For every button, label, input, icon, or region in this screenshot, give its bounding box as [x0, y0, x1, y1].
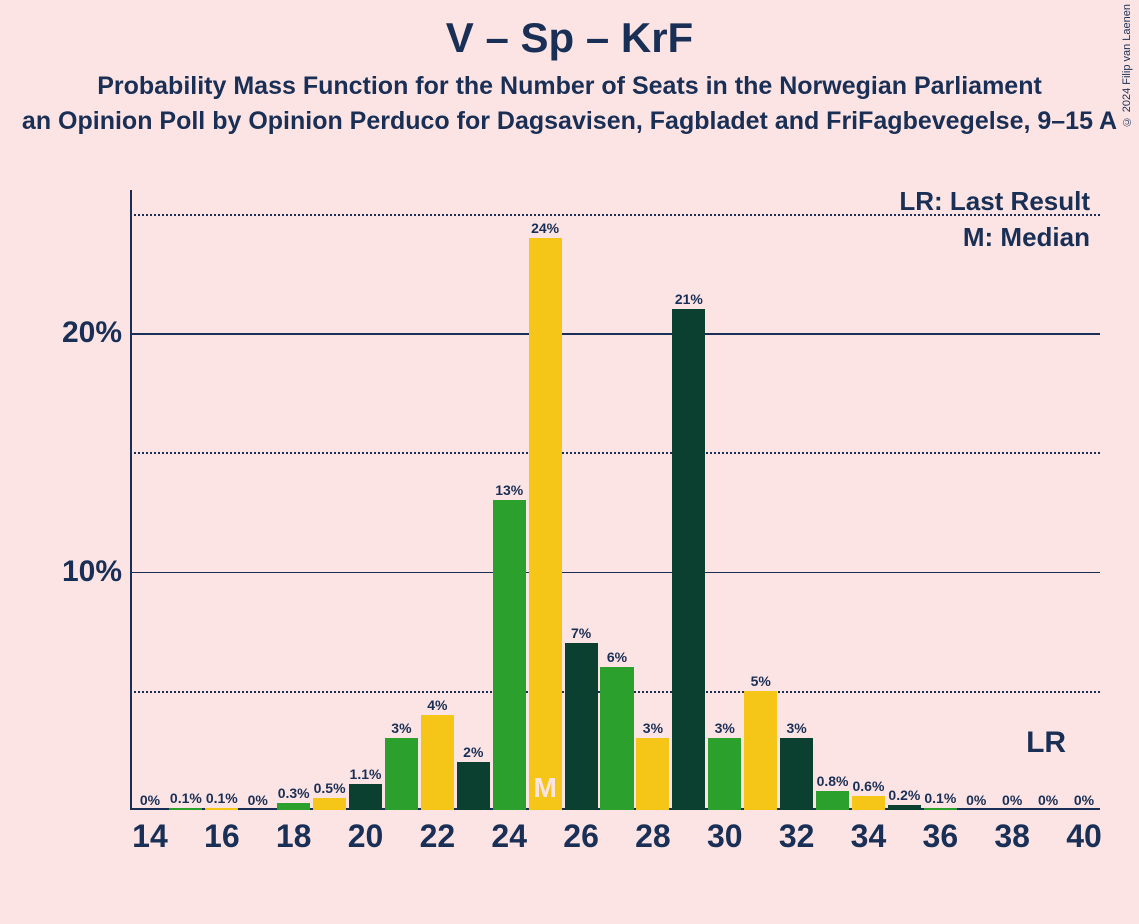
x-tick-label: 38 — [994, 810, 1030, 855]
bar-value-label: 0.3% — [278, 785, 310, 803]
bar-value-label: 0% — [248, 792, 268, 810]
bar: 0.5% — [313, 798, 346, 810]
bar-value-label: 0% — [1002, 792, 1022, 810]
grid-minor — [130, 214, 1100, 216]
bar: 0.6% — [852, 796, 885, 810]
chart-subtitle-1: Probability Mass Function for the Number… — [0, 72, 1139, 101]
bar-value-label: 1.1% — [350, 766, 382, 784]
chart-area: LR: Last Result M: Median 10%20%0%0.1%0.… — [60, 180, 1120, 880]
bar-value-label: 0% — [1038, 792, 1058, 810]
bar-value-label: 0.6% — [853, 778, 885, 796]
bar-value-label: 0.1% — [206, 790, 238, 808]
bar: 0.8% — [816, 791, 849, 810]
bar-value-label: 3% — [786, 720, 806, 738]
bar-value-label: 3% — [715, 720, 735, 738]
grid-major — [130, 572, 1100, 574]
x-tick-label: 28 — [635, 810, 671, 855]
bar-value-label: 21% — [675, 291, 703, 309]
bar: 4% — [421, 715, 454, 810]
bar-value-label: 0.8% — [817, 773, 849, 791]
x-tick-label: 32 — [779, 810, 815, 855]
bar: 6% — [600, 667, 633, 810]
y-axis — [130, 190, 132, 810]
legend-lr: LR: Last Result — [899, 186, 1090, 217]
bar: 0.1% — [169, 808, 202, 810]
bar: 3% — [385, 738, 418, 810]
bar-value-label: 0.5% — [314, 780, 346, 798]
bar: 2% — [457, 762, 490, 810]
bar-value-label: 0.2% — [888, 787, 920, 805]
bar-value-label: 5% — [751, 673, 771, 691]
legend-m: M: Median — [963, 222, 1090, 253]
bar: 1.1% — [349, 784, 382, 810]
bar-value-label: 24% — [531, 220, 559, 238]
bar-value-label: 0% — [1074, 792, 1094, 810]
grid-minor — [130, 452, 1100, 454]
bar: 5% — [744, 691, 777, 810]
bar-value-label: 0.1% — [170, 790, 202, 808]
bar-value-label: 3% — [643, 720, 663, 738]
bar-value-label: 0.1% — [924, 790, 956, 808]
bar: 0.3% — [277, 803, 310, 810]
bar-value-label: 4% — [427, 697, 447, 715]
bar-value-label: 13% — [495, 482, 523, 500]
bar-value-label: 0% — [966, 792, 986, 810]
bar: 0.2% — [888, 805, 921, 810]
x-tick-label: 34 — [851, 810, 887, 855]
x-tick-label: 22 — [420, 810, 456, 855]
x-tick-label: 30 — [707, 810, 743, 855]
y-tick-label: 20% — [62, 316, 130, 350]
bar: 3% — [708, 738, 741, 810]
x-tick-label: 18 — [276, 810, 312, 855]
bar: 24%M — [529, 238, 562, 810]
x-tick-label: 24 — [491, 810, 527, 855]
x-tick-label: 20 — [348, 810, 384, 855]
chart-subtitle-2: an Opinion Poll by Opinion Perduco for D… — [0, 107, 1139, 136]
x-tick-label: 14 — [132, 810, 168, 855]
bar-value-label: 6% — [607, 649, 627, 667]
chart-title: V – Sp – KrF — [0, 0, 1139, 62]
bar: 7% — [565, 643, 598, 810]
x-tick-label: 16 — [204, 810, 240, 855]
bar: 3% — [780, 738, 813, 810]
bar: 13% — [493, 500, 526, 810]
y-tick-label: 10% — [62, 555, 130, 589]
x-tick-label: 40 — [1066, 810, 1102, 855]
bar: 3% — [636, 738, 669, 810]
bar-value-label: 2% — [463, 744, 483, 762]
last-result-marker: LR — [1026, 726, 1066, 760]
bar: 21% — [672, 309, 705, 810]
median-marker: M — [533, 772, 556, 804]
copyright-text: © 2024 Filip van Laenen — [1121, 4, 1133, 127]
x-tick-label: 26 — [563, 810, 599, 855]
bar-value-label: 3% — [391, 720, 411, 738]
bar-value-label: 0% — [140, 792, 160, 810]
x-tick-label: 36 — [923, 810, 959, 855]
bar-value-label: 7% — [571, 625, 591, 643]
plot-area: LR: Last Result M: Median 10%20%0%0.1%0.… — [130, 190, 1100, 810]
grid-major — [130, 333, 1100, 335]
